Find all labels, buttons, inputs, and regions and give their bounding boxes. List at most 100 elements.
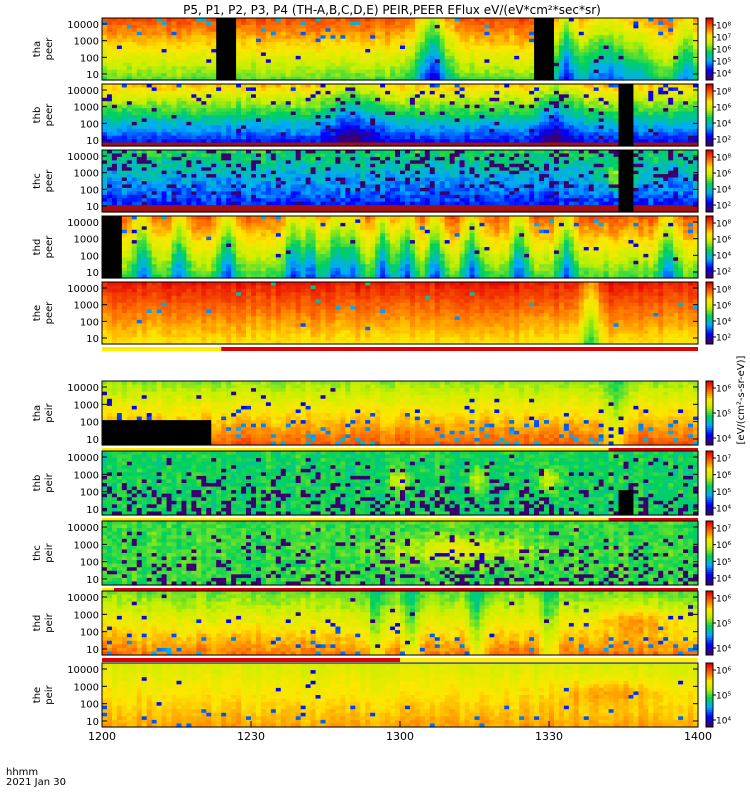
heat-cell bbox=[385, 139, 391, 144]
heat-cell bbox=[300, 142, 307, 147]
heat-cell bbox=[275, 66, 282, 71]
heat-cell bbox=[519, 125, 525, 130]
heat-cell bbox=[643, 94, 649, 99]
heat-cell bbox=[444, 125, 451, 130]
heat-cell bbox=[166, 24, 173, 29]
heat-cell bbox=[688, 62, 694, 67]
heat-cell bbox=[414, 97, 421, 102]
heat-cell bbox=[688, 49, 694, 54]
heat-cell bbox=[151, 201, 158, 206]
heat-cell bbox=[434, 42, 441, 47]
heat-cell bbox=[171, 21, 178, 26]
heat-cell bbox=[553, 90, 560, 95]
heat-cell bbox=[613, 45, 620, 50]
heat-cell bbox=[156, 150, 163, 155]
heat-cell bbox=[385, 73, 391, 78]
heat-cell bbox=[126, 55, 133, 60]
heat-cell bbox=[295, 97, 302, 102]
heat-cell bbox=[350, 49, 356, 54]
heat-cell bbox=[231, 128, 237, 133]
heat-cell bbox=[251, 52, 257, 57]
heat-cell bbox=[529, 128, 535, 133]
heat-cell bbox=[310, 28, 317, 33]
heat-cell bbox=[166, 66, 173, 71]
heat-cell bbox=[226, 125, 232, 130]
heat-cell bbox=[106, 181, 113, 186]
heat-cell bbox=[539, 101, 545, 106]
heat-cell bbox=[553, 35, 560, 40]
heat-cell bbox=[151, 42, 158, 47]
heat-cell bbox=[141, 101, 148, 106]
heat-cell bbox=[186, 135, 192, 140]
heat-cell bbox=[593, 21, 600, 26]
heat-cell bbox=[246, 201, 252, 206]
heat-cell bbox=[131, 128, 138, 133]
heat-cell bbox=[315, 84, 322, 89]
heat-cell bbox=[166, 135, 173, 140]
heat-cell bbox=[290, 24, 297, 29]
heat-cell bbox=[380, 111, 386, 116]
heat-cell bbox=[280, 87, 287, 92]
heat-cell bbox=[345, 76, 351, 81]
heat-cell bbox=[365, 90, 371, 95]
colorbar-step bbox=[706, 92, 713, 95]
heat-cell bbox=[186, 49, 192, 54]
heat-cell bbox=[544, 90, 550, 95]
heat-cell bbox=[509, 97, 515, 102]
heat-cell bbox=[688, 38, 694, 43]
heat-cell bbox=[598, 18, 605, 23]
heat-cell bbox=[151, 115, 158, 120]
heat-cell bbox=[429, 132, 436, 137]
heat-cell bbox=[385, 128, 391, 133]
heat-cell bbox=[628, 45, 635, 50]
heat-cell bbox=[126, 66, 133, 71]
heat-cell bbox=[390, 108, 396, 113]
heat-cell bbox=[161, 208, 168, 213]
heat-cell bbox=[439, 35, 446, 40]
heat-cell bbox=[206, 42, 212, 47]
heat-cell bbox=[529, 76, 535, 81]
heat-cell bbox=[539, 52, 545, 57]
heat-cell bbox=[638, 59, 644, 64]
heat-cell bbox=[211, 76, 217, 81]
heat-cell bbox=[479, 118, 486, 123]
heat-cell bbox=[320, 121, 327, 126]
heat-cell bbox=[111, 24, 118, 29]
heat-cell bbox=[395, 125, 401, 130]
heat-cell bbox=[419, 132, 426, 137]
heat-cell bbox=[305, 84, 312, 89]
heat-cell bbox=[295, 115, 302, 120]
heat-cell bbox=[598, 125, 605, 130]
heat-cell bbox=[151, 205, 158, 210]
heat-cell bbox=[141, 38, 148, 43]
heat-cell bbox=[469, 84, 476, 89]
heat-cell bbox=[186, 187, 192, 192]
heat-cell bbox=[395, 28, 401, 33]
heat-cell bbox=[429, 35, 436, 40]
heat-cell bbox=[603, 69, 610, 74]
heat-cell bbox=[280, 66, 287, 71]
heat-cell bbox=[236, 160, 242, 165]
heat-cell bbox=[335, 111, 341, 116]
heat-cell bbox=[653, 59, 659, 64]
heat-cell bbox=[325, 73, 332, 78]
heat-cell bbox=[221, 174, 227, 179]
heat-cell bbox=[618, 128, 625, 133]
heat-cell bbox=[663, 90, 669, 95]
heat-cell bbox=[613, 125, 620, 130]
heat-cell bbox=[514, 94, 520, 99]
heat-cell bbox=[330, 62, 337, 67]
heat-cell bbox=[136, 205, 143, 210]
heat-cell bbox=[280, 115, 287, 120]
heat-cell bbox=[355, 84, 361, 89]
heat-cell bbox=[146, 118, 153, 123]
heat-cell bbox=[116, 167, 123, 172]
heat-cell bbox=[161, 167, 168, 172]
heat-cell bbox=[544, 38, 550, 43]
heat-cell bbox=[583, 62, 590, 67]
heat-cell bbox=[370, 55, 376, 60]
heat-cell bbox=[365, 52, 371, 57]
heat-cell bbox=[419, 84, 426, 89]
heat-cell bbox=[116, 69, 123, 74]
heat-cell bbox=[106, 62, 113, 67]
